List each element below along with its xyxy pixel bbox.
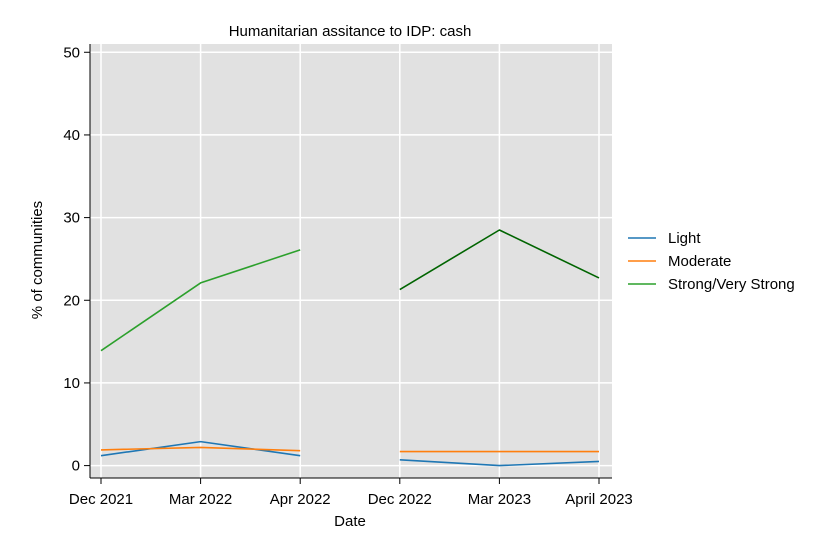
legend-item: Light: [628, 230, 701, 247]
legend-label: Moderate: [668, 253, 731, 270]
series-moderate: [100, 446, 599, 453]
grid: [90, 44, 612, 478]
y-axis-title: % of communities: [29, 201, 46, 319]
series-line: [399, 229, 600, 291]
legend-label: Strong/Very Strong: [668, 276, 795, 293]
series-line: [100, 249, 301, 352]
y-tick-label: 50: [63, 44, 80, 61]
legend-item: Moderate: [628, 253, 731, 270]
legend: Light Moderate Strong/Very Strong: [628, 230, 795, 293]
x-tick-label: Mar 2023: [468, 491, 531, 508]
series-line: [399, 459, 600, 467]
x-tick-label: April 2023: [565, 491, 633, 508]
y-tick-label: 10: [63, 375, 80, 392]
series-lines: [100, 229, 600, 467]
series-line: [100, 440, 301, 457]
series-light: [100, 440, 600, 467]
y-tick-label: 20: [63, 292, 80, 309]
x-tick-label: Apr 2022: [270, 491, 331, 508]
y-tick-label: 0: [72, 458, 80, 475]
chart-title: Humanitarian assitance to IDP: cash: [229, 23, 472, 40]
series-strong-very-strong: [100, 229, 600, 352]
y-tick-label: 30: [63, 210, 80, 227]
series-line: [100, 446, 301, 452]
legend-item: Strong/Very Strong: [628, 276, 795, 293]
x-tick-label: Dec 2021: [69, 491, 133, 508]
axes: 0 10 20 30 40 50 Dec 2021 Mar 2022 Apr 2022 Dec 2…: [63, 44, 633, 508]
y-tick-label: 40: [63, 127, 80, 144]
x-axis-title: Date: [334, 513, 366, 530]
plot-background: [90, 44, 612, 478]
x-tick-label: Mar 2022: [169, 491, 232, 508]
x-tick-label: Dec 2022: [368, 491, 432, 508]
legend-label: Light: [668, 230, 701, 247]
